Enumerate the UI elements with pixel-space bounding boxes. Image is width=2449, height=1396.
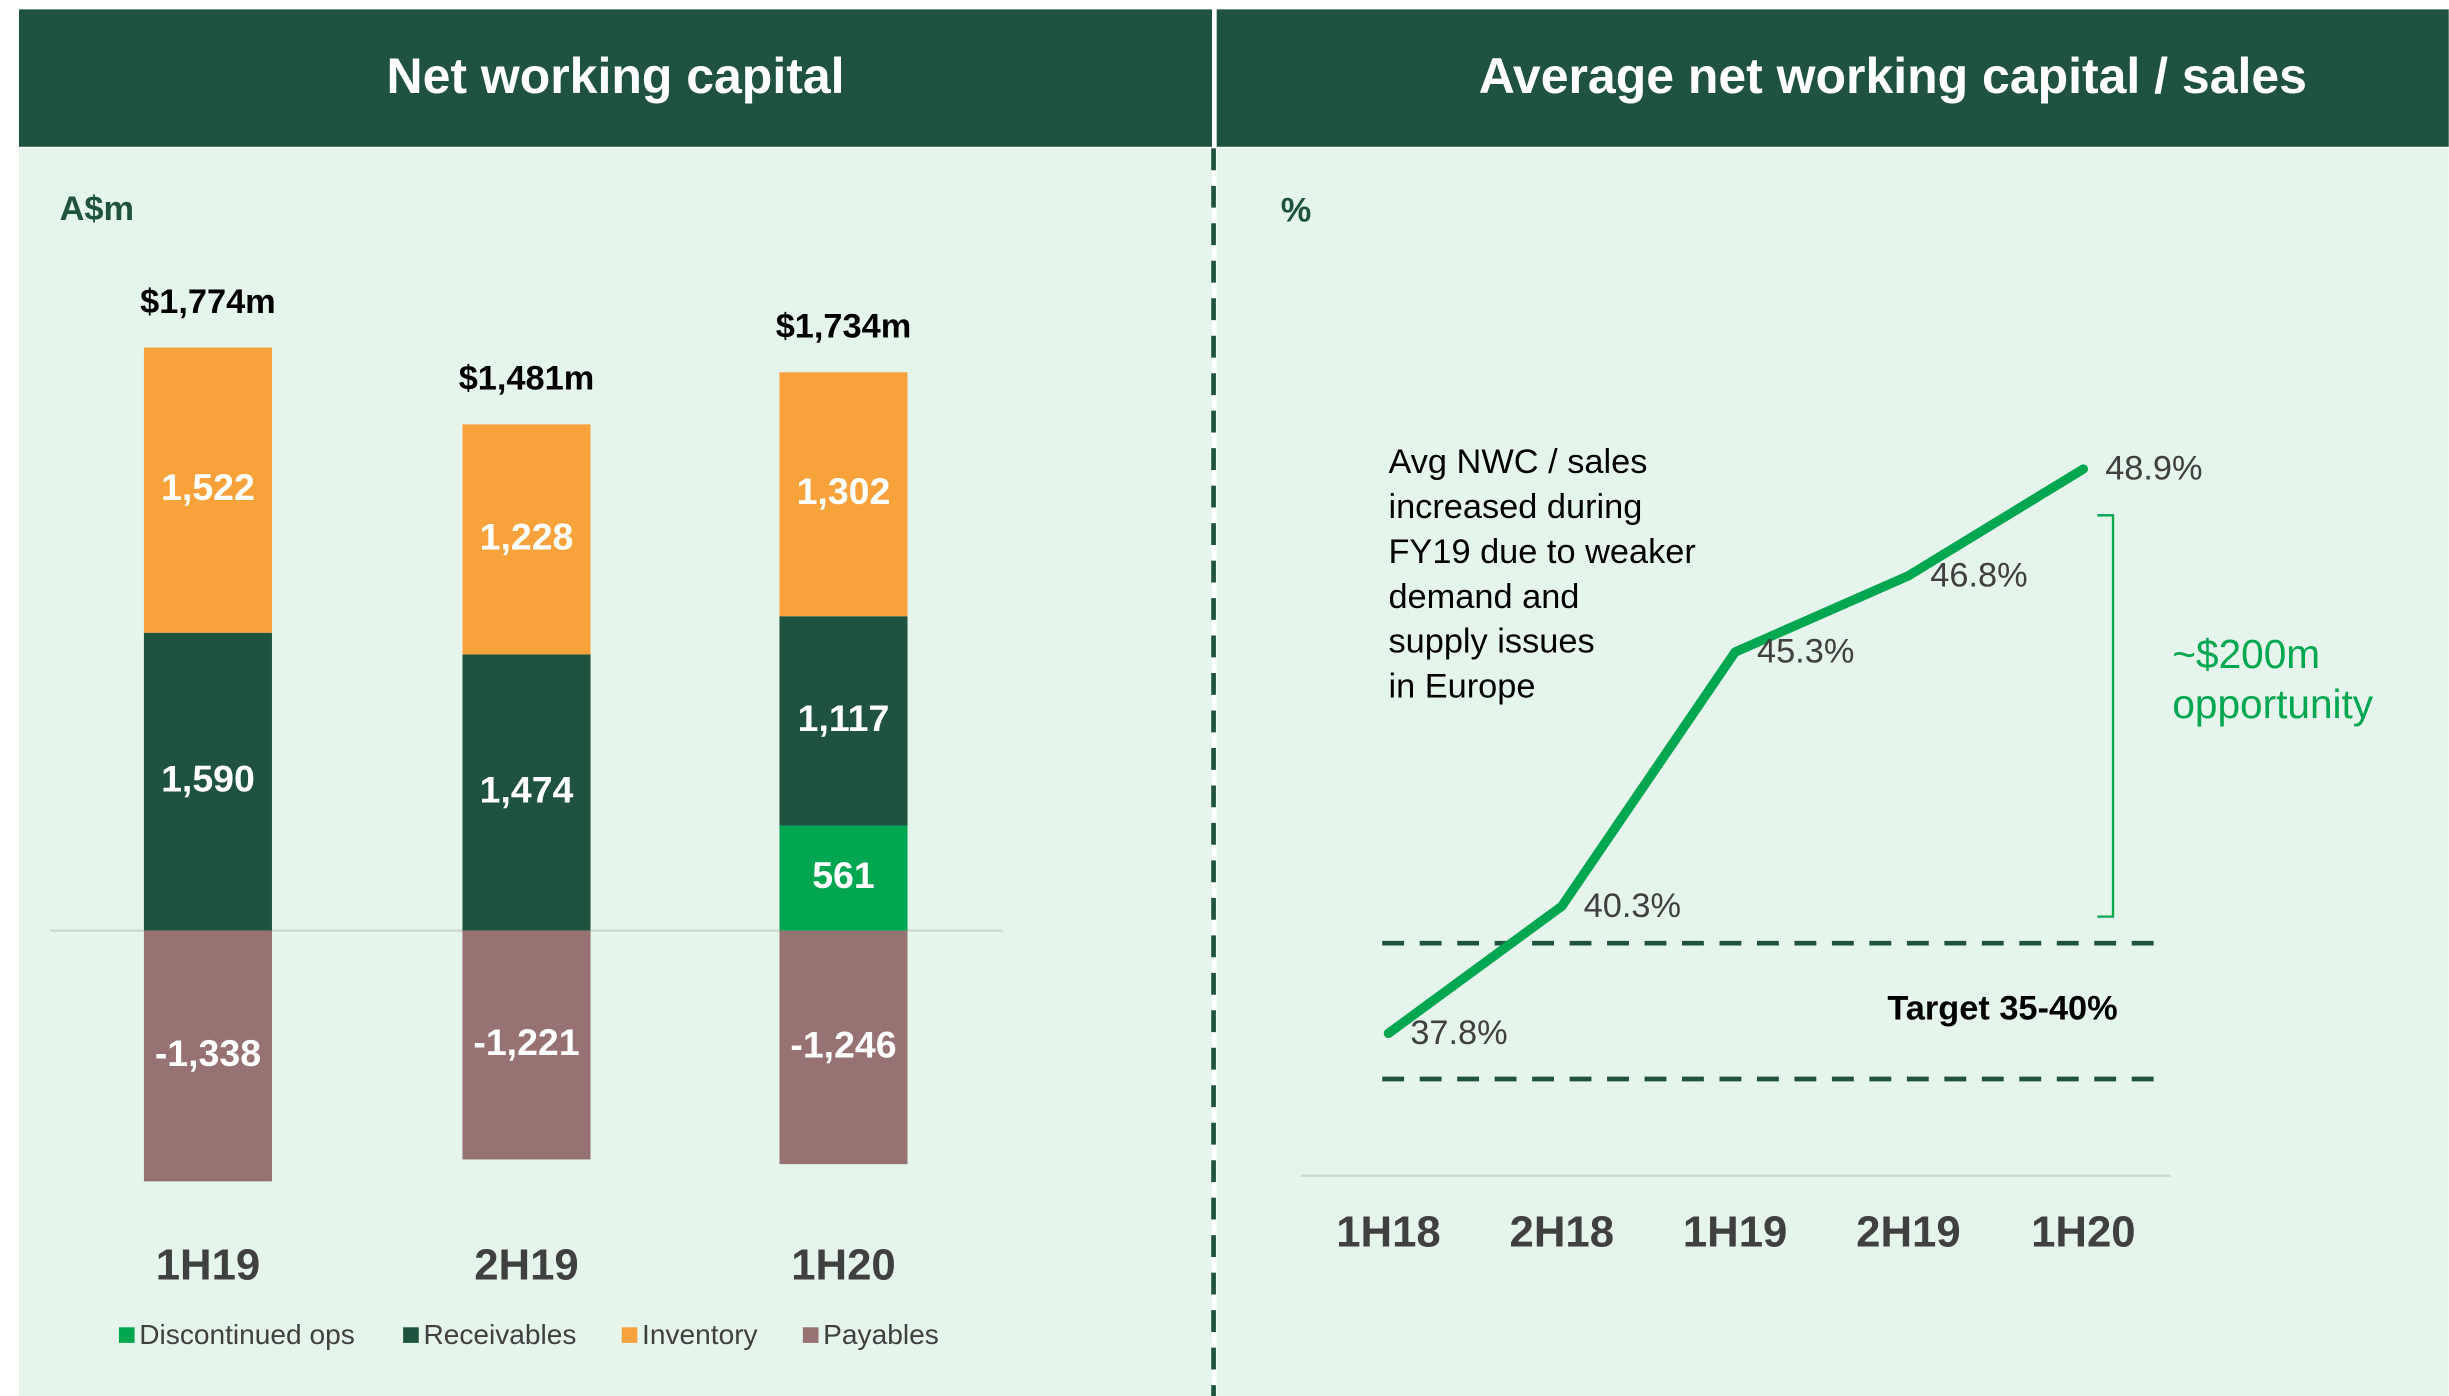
annotation: FY19 due to weaker (1388, 533, 1695, 571)
legend-swatch (621, 1327, 638, 1343)
opportunity-label: opportunity (2172, 681, 2373, 727)
right-panel (1216, 148, 2449, 1396)
legend-label: Payables (823, 1319, 939, 1350)
annotation: increased during (1388, 488, 1642, 526)
legend-label: Inventory (642, 1319, 758, 1350)
legend-label: Receivables (423, 1319, 576, 1350)
x-tick-label: 1H20 (791, 1241, 896, 1290)
data-label: 1,228 (480, 515, 574, 557)
annotation: Avg NWC / sales (1388, 443, 1647, 481)
data-label: 1,302 (797, 470, 891, 512)
chart-title: Net working capital (387, 48, 845, 104)
data-label: -1,246 (790, 1023, 896, 1065)
legend-swatch (403, 1327, 419, 1343)
data-label: 1,522 (161, 466, 255, 508)
data-label: 48.9% (2105, 450, 2202, 488)
x-tick-label: 2H19 (474, 1241, 579, 1290)
data-label: 561 (812, 854, 875, 896)
bar-segment (779, 930, 908, 1165)
data-label: -1,221 (473, 1021, 579, 1063)
data-label: 40.3% (1584, 887, 1681, 925)
target-label: Target 35-40% (1887, 989, 2117, 1027)
unit-label: A$m (60, 190, 134, 228)
total-label: $1,481m (459, 360, 595, 398)
unit-label: % (1281, 191, 1312, 229)
total-label: $1,734m (776, 308, 912, 346)
bar-segment (462, 654, 591, 931)
bar-segment (779, 616, 908, 826)
x-tick-label: 2H18 (1510, 1208, 1615, 1257)
data-label: 45.3% (1757, 633, 1854, 671)
x-tick-label: 1H18 (1336, 1208, 1441, 1257)
data-label: 1,590 (161, 758, 255, 800)
bar-segment (462, 930, 591, 1160)
bar-segment (143, 930, 272, 1182)
bar-segment (143, 632, 272, 931)
annotation: supply issues (1388, 623, 1594, 661)
x-tick-label: 2H19 (1856, 1208, 1961, 1257)
data-label: -1,338 (155, 1032, 261, 1074)
total-label: $1,774m (140, 283, 276, 321)
line (1383, 464, 2089, 1038)
data-label: 1,474 (480, 768, 574, 810)
legend-swatch (802, 1327, 819, 1343)
legend-swatch (118, 1327, 135, 1343)
annotation: in Europe (1388, 668, 1535, 706)
x-tick-label: 1H20 (2031, 1208, 2136, 1257)
annotation: demand and (1388, 578, 1579, 616)
data-label: 46.8% (1930, 556, 2027, 594)
legend-label: Discontinued ops (139, 1319, 355, 1350)
bar-segment (779, 825, 908, 931)
bar-segment (779, 372, 908, 617)
opportunity-label: ~$200m (2172, 631, 2320, 677)
bar-segment (143, 347, 272, 633)
data-label: 1,117 (798, 697, 890, 739)
right-header (1216, 9, 2449, 147)
x-tick-label: 1H19 (1683, 1208, 1788, 1257)
data-label: 37.8% (1410, 1014, 1507, 1052)
x-tick-label: 1H19 (156, 1241, 261, 1290)
chart-title: Average net working capital / sales (1479, 48, 2307, 104)
bar-segment (462, 424, 591, 655)
bracket (2097, 514, 2115, 918)
left-header (19, 9, 1213, 147)
